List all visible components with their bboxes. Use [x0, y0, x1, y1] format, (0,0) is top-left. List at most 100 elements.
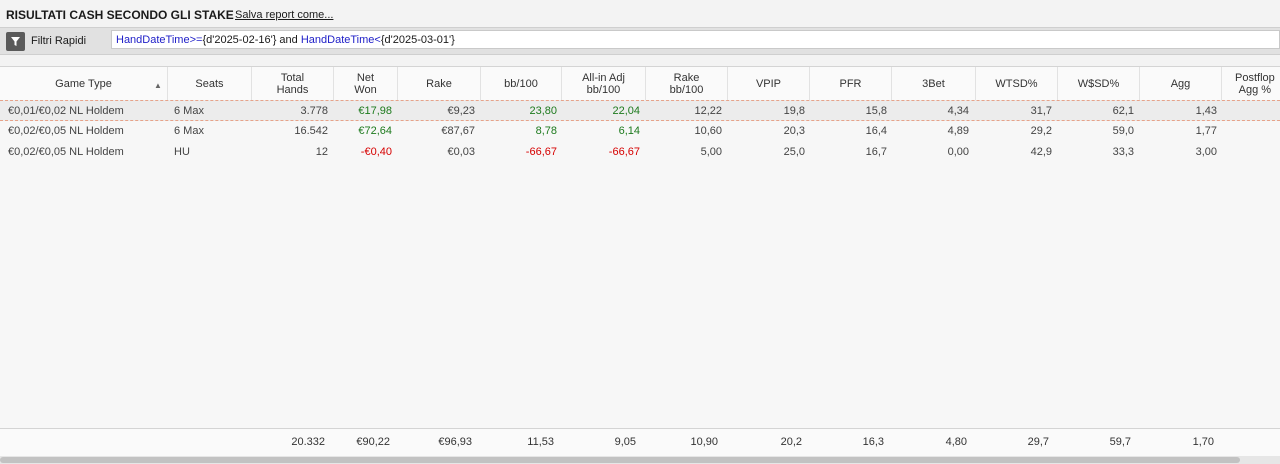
- cell-3bet: 4,89: [947, 125, 969, 137]
- col-label-line: All-in Adj: [582, 71, 625, 84]
- cell-hands: 16.542: [294, 125, 328, 137]
- col-vpip[interactable]: VPIP: [728, 67, 810, 100]
- cell-allin-adj: 22,04: [612, 105, 640, 117]
- col-label-line: Won: [354, 83, 377, 96]
- cell-game-type: €0,01/€0,02 NL Holdem: [8, 105, 124, 117]
- col-seats[interactable]: Seats: [168, 67, 252, 100]
- cell-seats: 6 Max: [174, 125, 204, 137]
- col-wtsd[interactable]: WTSD%: [976, 67, 1058, 100]
- cell-vpip: 19,8: [783, 105, 805, 117]
- cell-vpip: 25,0: [783, 146, 805, 158]
- col-bb100[interactable]: bb/100: [481, 67, 562, 100]
- col-label: WTSD%: [995, 77, 1038, 90]
- table-header: Game Type ▲ Seats Total Hands Net Won Rake…: [0, 67, 1280, 101]
- col-label-line: Hands: [276, 83, 309, 96]
- filter-funnel-svg: [11, 37, 20, 46]
- cell-allin-adj: -66,67: [608, 146, 640, 158]
- cell-net-won: -€0,40: [360, 146, 392, 158]
- filter-icon[interactable]: [6, 32, 25, 51]
- total-rake-bb100: 10,90: [690, 436, 718, 448]
- filter-operator: >=: [189, 34, 203, 46]
- quick-filter-bar: Filtri Rapidi HandDateTime>={d'2025-02-1…: [0, 27, 1280, 55]
- cell-game-type: €0,02/€0,05 NL Holdem: [8, 125, 124, 137]
- quick-filter-label: Filtri Rapidi: [31, 35, 87, 47]
- total-hands: 20.332: [291, 436, 325, 448]
- table-row[interactable]: €0,01/€0,02 NL Holdem 6 Max 3.778 €17,98…: [0, 100, 1280, 121]
- sort-ascending-icon: ▲: [154, 81, 162, 90]
- col-3bet[interactable]: 3Bet: [892, 67, 976, 100]
- cell-hands: 3.778: [300, 105, 328, 117]
- cell-allin-adj: 6,14: [618, 125, 640, 137]
- cell-seats: 6 Max: [174, 105, 204, 117]
- col-label: Game Type: [55, 77, 112, 90]
- save-report-link[interactable]: Salva report come...: [235, 9, 334, 21]
- table-row[interactable]: €0,02/€0,05 NL Holdem 6 Max 16.542 €72,6…: [0, 121, 1280, 142]
- filter-conjunction: and: [276, 34, 301, 46]
- cell-vpip: 20,3: [783, 125, 805, 137]
- cell-wtsd: 31,7: [1030, 105, 1052, 117]
- cell-wssd: 59,0: [1112, 125, 1134, 137]
- col-net-won[interactable]: Net Won: [334, 67, 398, 100]
- cell-pfr: 16,7: [865, 146, 887, 158]
- col-label: Rake bb/100: [670, 72, 704, 96]
- total-rake: €96,93: [438, 436, 472, 448]
- col-label-line: bb/100: [669, 83, 704, 96]
- table-row[interactable]: €0,02/€0,05 NL Holdem HU 12 -€0,40 €0,03…: [0, 142, 1280, 163]
- col-label: Agg: [1170, 77, 1191, 90]
- col-label: bb/100: [504, 77, 538, 90]
- cell-agg: 1,43: [1195, 105, 1217, 117]
- cell-3bet: 4,34: [947, 105, 969, 117]
- cell-rake-bb100: 12,22: [694, 105, 722, 117]
- cell-agg: 3,00: [1195, 146, 1217, 158]
- total-net-won: €90,22: [356, 436, 390, 448]
- report-title: RISULTATI CASH SECONDO GLI STAKE: [6, 8, 234, 22]
- total-wssd: 59,7: [1109, 436, 1131, 448]
- col-label: Seats: [195, 77, 224, 90]
- col-label: VPIP: [755, 77, 782, 90]
- col-label: Postflop Agg %: [1235, 72, 1275, 96]
- col-label-line: Total: [280, 71, 305, 84]
- col-rake[interactable]: Rake: [398, 67, 481, 100]
- cell-rake-bb100: 5,00: [700, 146, 722, 158]
- col-label: Net Won: [354, 72, 376, 96]
- scrollbar-thumb[interactable]: [0, 457, 1240, 463]
- cell-game-type: €0,02/€0,05 NL Holdem: [8, 146, 124, 158]
- cell-agg: 1,77: [1195, 125, 1217, 137]
- filter-field: HandDateTime: [116, 34, 190, 46]
- filter-value: {d'2025-03-01'}: [380, 34, 455, 46]
- cell-rake: €0,03: [447, 146, 475, 158]
- col-label-line: Rake: [673, 71, 700, 84]
- total-bb100: 11,53: [527, 436, 554, 448]
- cell-bb100: 8,78: [535, 125, 557, 137]
- total-allin-adj: 9,05: [614, 436, 636, 448]
- col-postflop-agg[interactable]: Postflop Agg %: [1222, 67, 1280, 100]
- col-agg[interactable]: Agg: [1140, 67, 1222, 100]
- col-label: 3Bet: [922, 77, 945, 90]
- col-label: PFR: [839, 77, 862, 90]
- total-wtsd: 29,7: [1027, 436, 1049, 448]
- cell-pfr: 15,8: [865, 105, 887, 117]
- col-label: All-in Adj bb/100: [582, 72, 625, 96]
- cell-rake: €9,23: [447, 105, 475, 117]
- col-total-hands[interactable]: Total Hands: [252, 67, 334, 100]
- cell-wssd: 33,3: [1112, 146, 1134, 158]
- total-pfr: 16,3: [862, 436, 884, 448]
- cell-net-won: €17,98: [358, 105, 392, 117]
- col-pfr[interactable]: PFR: [810, 67, 892, 100]
- cell-rake: €87,67: [441, 125, 475, 137]
- col-label: Rake: [426, 77, 452, 90]
- stakes-results-table: Game Type ▲ Seats Total Hands Net Won Rake…: [0, 66, 1280, 464]
- cell-bb100: -66,67: [525, 146, 557, 158]
- filter-value: {d'2025-02-16'}: [202, 34, 277, 46]
- col-game-type[interactable]: Game Type: [0, 67, 168, 100]
- col-wssd[interactable]: W$SD%: [1058, 67, 1140, 100]
- cell-hands: 12: [315, 146, 328, 158]
- cell-3bet: 0,00: [947, 146, 969, 158]
- totals-row: 20.332 €90,22 €96,93 11,53 9,05 10,90 20…: [0, 428, 1280, 456]
- col-allin-adj-bb100[interactable]: All-in Adj bb/100: [562, 67, 646, 100]
- cell-wtsd: 29,2: [1030, 125, 1052, 137]
- cell-rake-bb100: 10,60: [694, 125, 722, 137]
- col-rake-bb100[interactable]: Rake bb/100: [646, 67, 728, 100]
- horizontal-scrollbar[interactable]: [0, 456, 1280, 464]
- filter-expression-input[interactable]: HandDateTime>={d'2025-02-16'} and HandDa…: [111, 30, 1280, 49]
